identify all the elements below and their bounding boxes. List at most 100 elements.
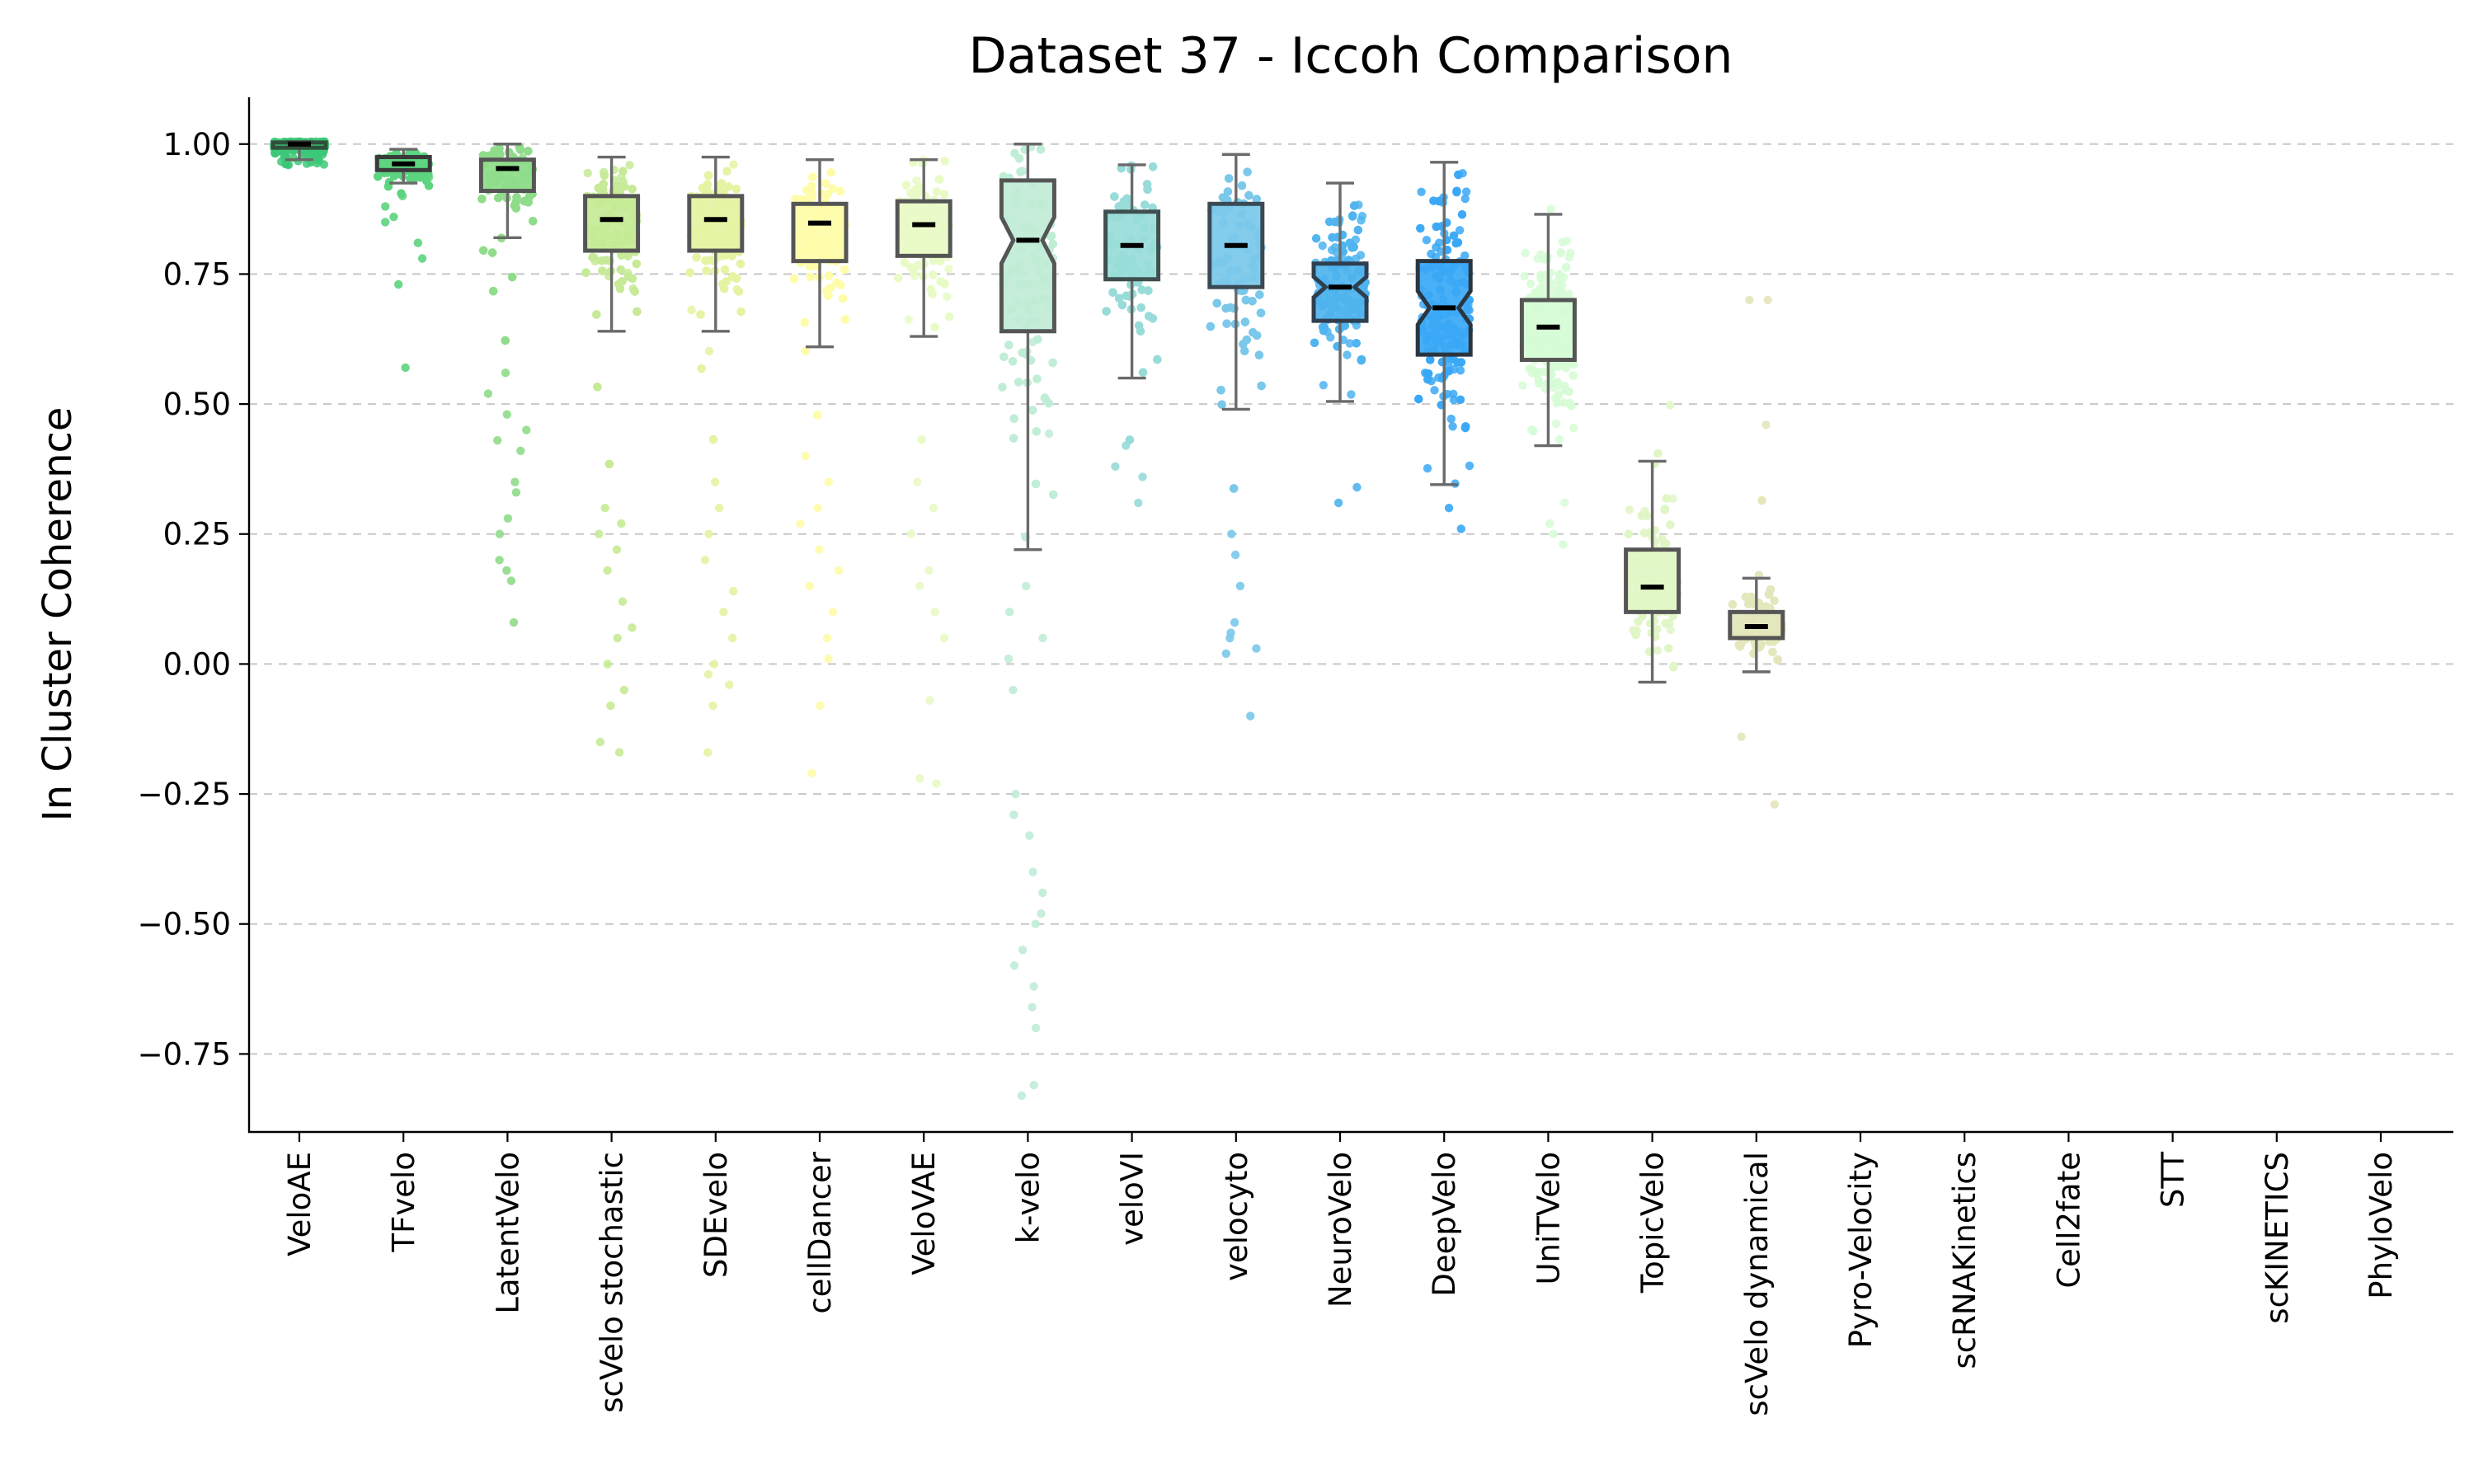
data-point xyxy=(1660,505,1670,514)
x-tick-label: TopicVelo xyxy=(1635,1152,1671,1294)
data-point xyxy=(1141,200,1150,209)
box-deepvelo xyxy=(1415,161,1473,486)
outlier-point xyxy=(381,218,390,227)
outlier-point xyxy=(1037,909,1046,918)
data-point xyxy=(529,217,538,226)
data-point xyxy=(1535,378,1544,388)
outlier-point xyxy=(1230,618,1239,627)
data-point xyxy=(1465,461,1475,471)
data-point xyxy=(1430,386,1439,395)
outlier-point xyxy=(516,446,525,455)
data-point xyxy=(311,148,321,157)
data-point xyxy=(1632,627,1641,636)
data-point xyxy=(789,275,799,284)
data-point xyxy=(734,287,744,296)
data-point xyxy=(1347,390,1356,399)
data-point xyxy=(724,182,733,191)
data-point xyxy=(944,312,954,322)
data-point xyxy=(588,253,597,262)
data-point xyxy=(1049,490,1058,500)
data-point xyxy=(487,248,497,257)
outlier-point xyxy=(1028,1003,1037,1012)
outlier-point xyxy=(824,654,833,664)
data-point xyxy=(581,268,590,277)
data-point xyxy=(592,310,601,319)
iqr-box xyxy=(1624,547,1681,614)
outlier-point xyxy=(822,633,832,643)
chart-title: Dataset 37 - Iccoh Comparison xyxy=(969,27,1733,85)
data-point xyxy=(1554,390,1564,400)
outlier-point xyxy=(417,254,427,263)
outlier-point xyxy=(503,514,513,523)
data-point xyxy=(1134,321,1144,331)
outlier-point xyxy=(1221,649,1231,658)
data-point xyxy=(1348,211,1357,220)
outlier-point xyxy=(495,529,505,538)
x-tick-label: Cell2fate xyxy=(2051,1152,2086,1289)
data-point xyxy=(805,261,814,271)
outlier-point xyxy=(710,477,720,486)
y-axis-label: In Cluster Coherence xyxy=(35,407,81,822)
outlier-point xyxy=(1018,946,1028,955)
data-point xyxy=(1102,307,1111,316)
iqr-box xyxy=(478,157,536,194)
data-point xyxy=(1423,369,1433,378)
data-point xyxy=(1665,618,1674,628)
data-point xyxy=(801,346,810,355)
data-point xyxy=(840,265,849,275)
outlier-point xyxy=(915,774,924,783)
outlier-point xyxy=(1252,644,1261,653)
data-point xyxy=(1728,600,1738,609)
data-point xyxy=(704,346,714,356)
data-point xyxy=(1348,243,1357,252)
outlier-point xyxy=(703,669,713,679)
data-point xyxy=(1244,190,1253,200)
data-point xyxy=(1432,222,1441,232)
x-tick-label: STT xyxy=(2156,1152,2191,1208)
outlier-point xyxy=(939,633,949,643)
y-tick-label: 0.25 xyxy=(163,517,231,552)
outlier-point xyxy=(1017,1091,1027,1101)
data-point xyxy=(1526,364,1536,373)
outlier-point xyxy=(1031,1023,1041,1033)
outlier-point xyxy=(1138,472,1147,481)
data-point xyxy=(632,259,641,269)
data-point xyxy=(623,251,633,261)
data-point xyxy=(1553,378,1562,387)
outlier-point xyxy=(493,436,502,445)
data-point xyxy=(685,268,694,277)
outlier-point xyxy=(807,768,816,777)
outlier-point xyxy=(930,608,939,617)
outlier-point xyxy=(703,748,713,757)
data-point xyxy=(524,147,533,156)
box-neurovelo xyxy=(1311,181,1369,403)
box-scvelo-stochastic xyxy=(583,155,641,333)
data-point xyxy=(604,459,614,468)
data-point xyxy=(791,195,800,204)
outlier-point xyxy=(313,155,322,164)
data-point xyxy=(1556,286,1566,296)
data-point xyxy=(1008,357,1018,366)
outlier-point xyxy=(394,279,403,289)
data-point xyxy=(822,286,831,296)
data-point xyxy=(1664,644,1673,653)
outlier-point xyxy=(728,633,737,643)
box-latentvelo xyxy=(478,143,536,239)
data-point xyxy=(1240,317,1250,326)
outlier-point xyxy=(595,529,604,538)
outlier-point xyxy=(501,369,510,378)
data-point xyxy=(692,253,701,262)
data-point xyxy=(894,273,903,283)
box-k-velo xyxy=(999,143,1056,552)
x-ticks: VeloAE TFvelo LatentVelo scVelo stochastic S… xyxy=(282,1132,2399,1416)
box-tfvelo xyxy=(374,148,432,185)
iqr-box xyxy=(895,199,952,258)
data-point xyxy=(1560,498,1569,507)
data-point xyxy=(1242,335,1252,345)
data-point xyxy=(1044,398,1053,408)
data-point xyxy=(1653,646,1663,655)
outlier-point xyxy=(925,696,934,705)
outlier-point xyxy=(813,504,822,513)
data-point xyxy=(803,194,813,204)
y-tick-label: 0.00 xyxy=(163,646,231,682)
